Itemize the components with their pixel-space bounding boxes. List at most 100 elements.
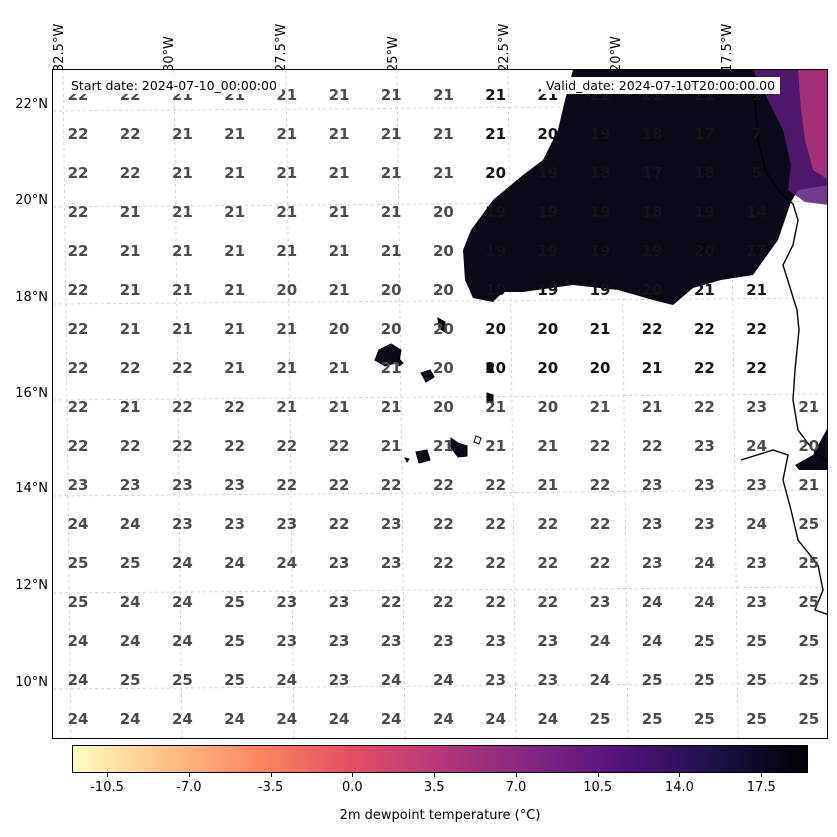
grid-value-label: 25 [798,671,819,689]
grid-value-label: 21 [329,125,350,143]
island-small [473,435,482,445]
grid-value-label: 21 [590,320,611,338]
grid-value-label: 21 [329,242,350,260]
lon-label: 27.5°W [274,23,289,72]
grid-value-label: 23 [746,398,767,416]
grid-value-label: 21 [485,125,506,143]
grid-value-label: 20 [537,125,558,143]
grid-value-label: 21 [276,164,297,182]
grid-value-label: 21 [433,86,454,104]
grid-value-label: 22 [694,398,715,416]
meridian-gridline [619,70,629,738]
grid-value-label: 23 [120,476,141,494]
grid-value-label: 22 [590,437,611,455]
coastal-gradient-inner [798,70,827,179]
grid-value-label: 24 [642,632,663,650]
grid-value-label: 21 [276,320,297,338]
grid-value-label: 21 [381,437,402,455]
grid-value-label: 21 [329,203,350,221]
grid-value-label: 19 [694,203,715,221]
lon-label: 20°W [609,36,624,72]
grid-value-label: 24 [537,710,558,728]
grid-value-label: 25 [68,593,89,611]
value-grid: 22 22 21 21 21 21 21 21 21 21 21 21 21 1 22 22 21 21 21 21 2… [68,86,820,728]
grid-value-label: 23 [694,437,715,455]
grid-value-label: 21 [329,86,350,104]
grid-value-label: 24 [642,593,663,611]
grid-value-label: 22 [694,359,715,377]
grid-value-label: 24 [381,710,402,728]
grid-value-label: 21 [329,398,350,416]
start-date-label: Start date: 2024-07-10_00:00:00 [66,77,282,94]
map-plot-area: 22 22 21 21 21 21 21 21 21 21 21 21 21 1 22 22 21 21 21 21 2… [52,69,828,739]
grid-value-label: 22 [329,476,350,494]
grid-value-label: 24 [746,437,767,455]
grid-value-label: 24 [172,554,193,572]
grid-value-label: 18 [694,164,715,182]
island-santiago [450,437,468,458]
colorbar-tick-label: -3.5 [257,780,284,795]
gridlines [53,70,827,738]
grid-value-label: 22 [120,164,141,182]
grid-value-label: 23 [172,515,193,533]
colorbar-ticks: -10.5 -7.0 -3.5 0.0 3.5 7.0 10.5 14.0 17.5 [72,773,808,795]
island-maio [486,392,494,404]
colorbar-tick-label: 7.0 [505,780,527,795]
coastline-path [752,70,827,462]
grid-value-label: 25 [694,671,715,689]
grid-value-label: 24 [381,671,402,689]
grid-value-label: 24 [485,710,506,728]
grid-value-label: 22 [590,515,611,533]
lat-label: 20°N [15,193,48,208]
grid-value-label: 18 [590,164,611,182]
grid-value-label: 22 [485,476,506,494]
grid-value-label: 22 [329,515,350,533]
grid-value-label: 22 [224,398,245,416]
grid-value-label: 22 [329,437,350,455]
grid-value-label: 25 [798,515,819,533]
grid-value-label: 20 [381,320,402,338]
grid-value-label: 21 [537,476,558,494]
colorbar-tick-label: -10.5 [90,780,124,795]
island-sao-nicolau [420,369,435,383]
grid-value-label: 22 [276,476,297,494]
grid-value-label: 20 [694,242,715,260]
lat-label: 18°N [15,290,48,305]
grid-value-label: 21 [224,125,245,143]
grid-value-label: 22 [224,437,245,455]
grid-value-label: 21 [485,86,506,104]
grid-value-label: 20 [590,359,611,377]
grid-value-label: 21 [276,125,297,143]
grid-value-label: 21 [590,398,611,416]
grid-value-label: 21 [381,164,402,182]
grid-value-label: 22 [172,359,193,377]
grid-value-label: 22 [381,476,402,494]
grid-value-label: 18 [642,125,663,143]
grid-value-label: 22 [485,593,506,611]
grid-value-label: 23 [485,671,506,689]
grid-value-label: 22 [120,125,141,143]
grid-value-label: 21 [433,164,454,182]
grid-value-label: 24 [68,515,89,533]
grid-value-label: 20 [433,359,454,377]
grid-value-label: 20 [381,281,402,299]
grid-value-label: 7 [751,125,761,143]
grid-value-label: 24 [276,710,297,728]
grid-value-label: 23 [329,632,350,650]
grid-value-label: 17 [642,164,663,182]
meridian-gridline [729,70,739,738]
grid-value-label: 21 [381,125,402,143]
grid-value-label: 20 [329,320,350,338]
grid-value-label: 22 [68,125,89,143]
grid-value-label: 24 [276,554,297,572]
grid-value-label: 24 [120,593,141,611]
colorbar-tick-label: 14.0 [665,780,694,795]
grid-value-label: 22 [68,320,89,338]
grid-value-label: 24 [68,710,89,728]
grid-value-label: 19 [537,242,558,260]
meridian-gridline [285,70,295,738]
grid-value-label: 24 [433,710,454,728]
grid-value-label: 24 [276,671,297,689]
map-canvas: 22 22 21 21 21 21 21 21 21 21 21 21 21 1 22 22 21 21 21 21 2… [53,70,827,738]
lon-label: 22.5°W [497,23,512,72]
